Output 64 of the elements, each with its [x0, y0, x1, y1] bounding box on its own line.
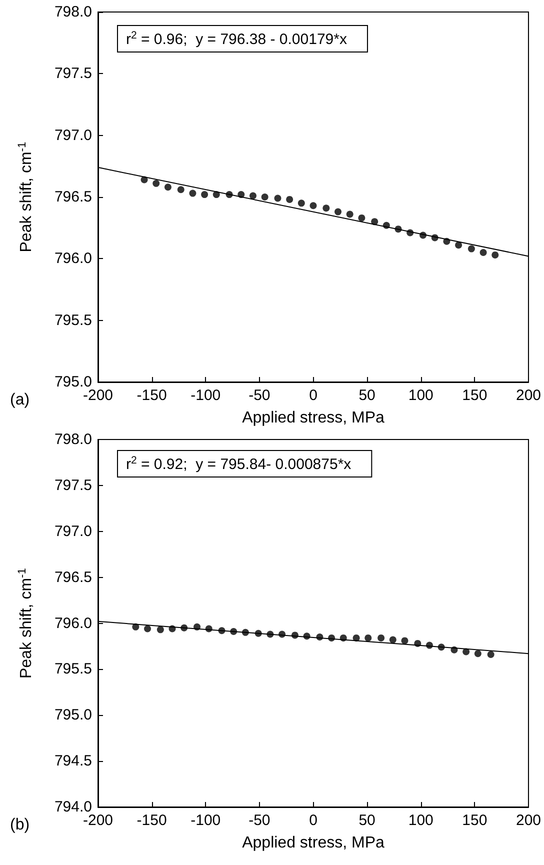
y-axis-title: Peak shift, cm-1 [16, 142, 35, 252]
point [274, 194, 282, 202]
y-axis-title: Peak shift, cm-1 [16, 568, 35, 678]
point [487, 650, 494, 658]
y-tick-label: 796.5 [54, 188, 92, 206]
point [346, 210, 354, 218]
x-tick-label: 50 [358, 812, 376, 829]
x-axis-title: Applied stress, MPa [242, 410, 384, 426]
y-tick-label: 798.0 [54, 4, 92, 20]
y-tick-label: 797.5 [54, 65, 92, 82]
point [474, 650, 482, 658]
point [177, 186, 184, 194]
point [310, 202, 317, 210]
y-tick-label: 797.0 [54, 126, 92, 144]
point [261, 194, 268, 200]
y-tick-label: 797.5 [54, 476, 92, 494]
point [249, 192, 256, 200]
point [298, 200, 305, 207]
x-tick-label: -50 [248, 387, 270, 404]
point [322, 204, 330, 212]
y-tick-label: 797.0 [54, 522, 92, 540]
y-tick-label: 796.0 [54, 614, 92, 632]
point [371, 218, 378, 226]
point [286, 196, 294, 203]
text: (a) [10, 392, 30, 408]
y-tick-label: 795.5 [54, 312, 92, 329]
x-tick-label: -150 [136, 387, 167, 404]
point [492, 251, 499, 258]
x-axis-title: Applied stress, MPa [242, 834, 384, 852]
x-tick-label: 150 [462, 387, 488, 404]
point [164, 184, 172, 191]
point [334, 208, 342, 216]
y-tick-label: 795.5 [54, 660, 92, 678]
x-tick-label: 150 [462, 812, 488, 829]
point [358, 214, 366, 222]
y-tick-label: 794.5 [54, 752, 92, 770]
y-tick-label: 796.5 [54, 568, 92, 586]
y-tick-label: 796.0 [54, 250, 92, 268]
x-tick-label: 0 [309, 812, 318, 829]
point [156, 626, 164, 634]
y-tick-label: 795.0 [54, 706, 92, 724]
point [364, 634, 372, 642]
x-tick-label: 100 [408, 387, 434, 404]
x-tick-label: 0 [309, 387, 318, 404]
point [468, 245, 475, 252]
point [152, 180, 160, 187]
point [144, 625, 152, 632]
text: (b) [10, 816, 30, 834]
y-tick-label: 798.0 [54, 431, 92, 448]
x-tick-label: 200 [516, 812, 541, 829]
x-tick-label: -50 [248, 812, 270, 829]
x-tick-label: 200 [516, 387, 541, 404]
point [201, 191, 208, 198]
point [401, 637, 408, 644]
point [480, 249, 487, 256]
x-tick-label: -150 [136, 812, 167, 829]
x-tick-label: 100 [408, 812, 434, 829]
point [389, 636, 396, 644]
x-tick-label: 50 [358, 387, 376, 404]
x-tick-label: -100 [190, 812, 221, 829]
point [455, 242, 462, 249]
point [378, 634, 385, 642]
point [189, 190, 196, 197]
x-tick-label: -100 [190, 387, 221, 404]
